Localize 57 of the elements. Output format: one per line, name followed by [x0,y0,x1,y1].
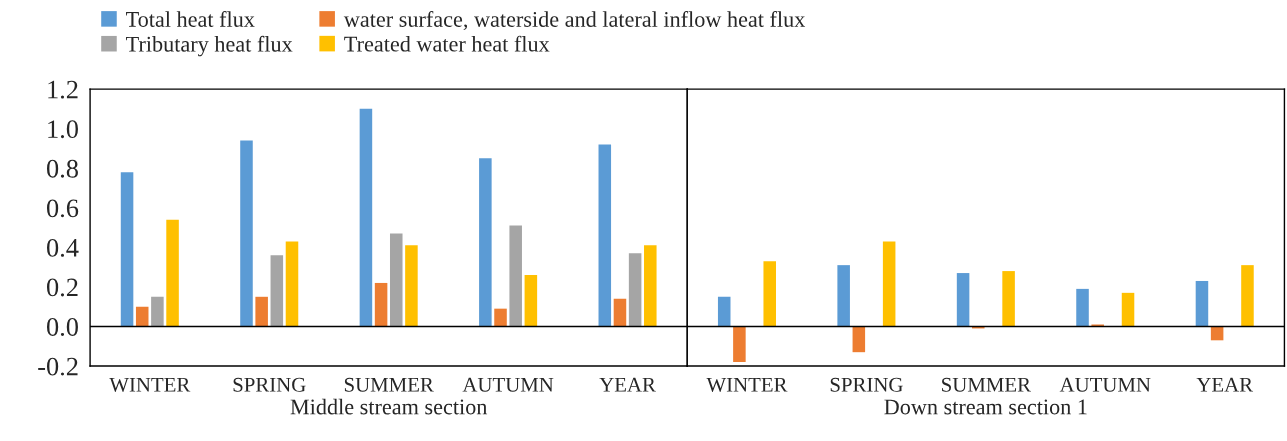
bar [733,326,746,363]
bar [852,326,866,353]
x-tick-label: WINTER [109,377,191,392]
bar [509,225,522,327]
legend-label: water surface, waterside and lateral inflow heat flux [343,11,806,31]
bar [956,273,970,327]
x-tick-label: AUTUMN [1059,377,1151,392]
y-tick-label: 1.0 [48,120,78,139]
bar [763,261,776,327]
x-tick-label: SPRING [830,377,903,392]
x-tick-label: AUTUMN [462,377,554,392]
x-tick-label: SPRING [233,377,306,392]
bar [1002,271,1015,327]
bar [166,219,179,327]
y-tick-label: 0.0 [47,318,78,336]
bar [405,245,418,327]
y-tick-label: 0.8 [47,159,78,178]
bar [151,296,164,327]
bar [717,296,731,327]
bar [389,233,403,327]
x-tick-label: SUMMER [942,377,1031,392]
legend-label: Tributary heat flux [126,35,293,57]
bar [524,275,538,327]
bar [494,308,507,327]
bar [613,298,627,327]
y-tick-label: 0.2 [47,278,78,297]
y-tick-label: -0.2 [38,357,78,376]
x-axis-title: Middle stream section [290,398,488,415]
bar [255,296,268,327]
y-tick-label: 0.6 [47,199,79,218]
bar [628,253,642,327]
legend-label: Treated water heat flux [344,35,550,52]
x-tick-label: SUMMER [344,377,434,392]
bar [135,306,149,327]
bar [1241,265,1254,327]
x-tick-label: YEAR [1196,377,1254,392]
y-tick-label: 0.4 [47,238,79,257]
bar [240,140,253,327]
bar [120,172,134,327]
bar [1195,280,1209,327]
bar [479,158,492,327]
bar [1210,326,1224,341]
x-tick-label: YEAR [599,377,656,392]
x-axis-title: Down stream section 1 [884,399,1087,415]
legend-label: Total heat flux [126,11,255,27]
bar [598,144,612,327]
bar [285,241,299,327]
bar [644,245,657,327]
bar [882,241,896,327]
y-tick-label: 1.2 [48,80,78,99]
bar [359,108,373,327]
bar [270,255,284,327]
bar [837,265,850,327]
bar [1076,288,1089,327]
x-tick-label: WINTER [706,377,788,392]
bar [374,282,388,327]
bar [1121,292,1135,327]
